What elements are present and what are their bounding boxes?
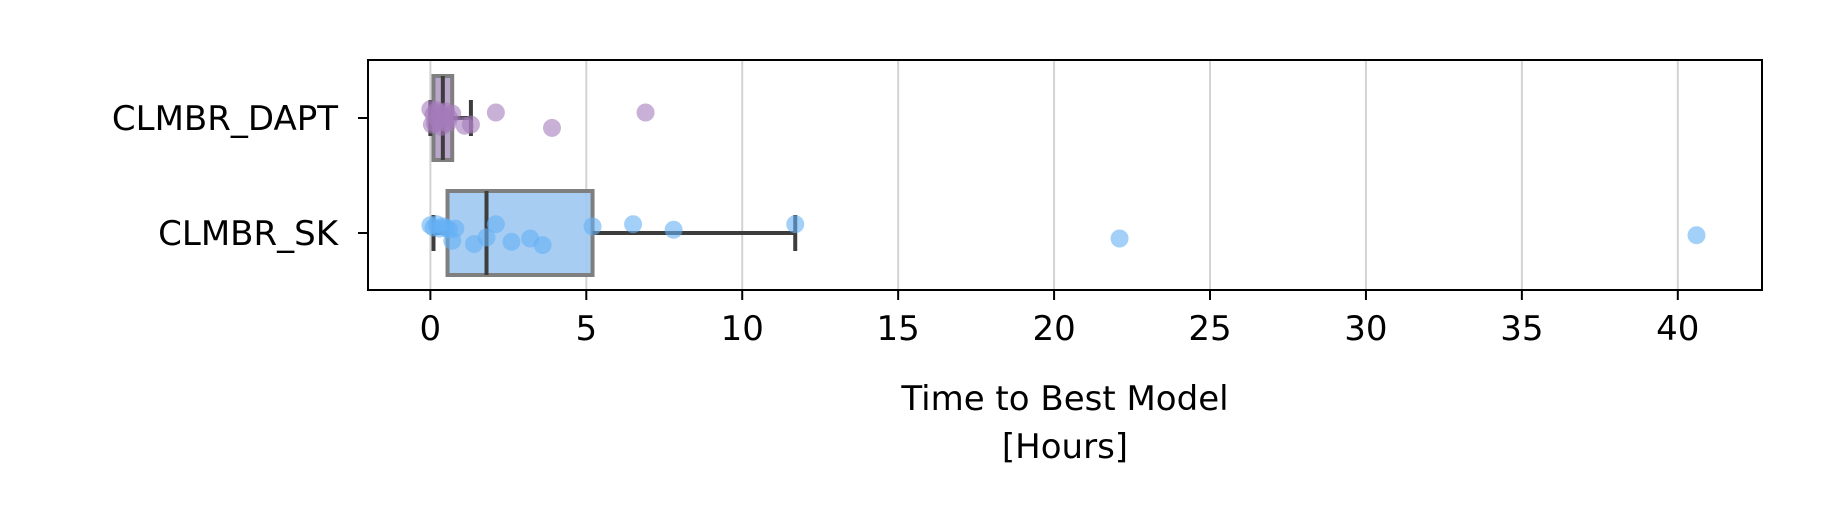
x-axis-title-line: [Hours] xyxy=(1002,427,1128,467)
data-point xyxy=(624,215,643,234)
data-point xyxy=(502,232,521,251)
x-tick-label: 40 xyxy=(1656,309,1699,349)
data-point xyxy=(443,104,462,123)
box-iqr xyxy=(445,189,595,277)
strip-points xyxy=(421,100,1706,255)
x-tick-label: 5 xyxy=(575,309,597,349)
y-tick-label: CLMBR_DAPT xyxy=(112,99,338,139)
data-point xyxy=(1687,226,1706,245)
data-point xyxy=(583,217,602,236)
data-point xyxy=(486,103,505,122)
data-point xyxy=(533,236,552,255)
data-point xyxy=(443,231,462,250)
plot-frame xyxy=(367,59,1763,291)
x-axis-title: Time to Best Model [Hours] xyxy=(900,379,1228,467)
x-tick-label: 10 xyxy=(721,309,764,349)
x-tick-label: 25 xyxy=(1188,309,1231,349)
data-point xyxy=(1110,229,1129,248)
axis-ticks: 0 5 10 15 20 25 30 35 40 CLMBR_DAPT CLMBR_SK xyxy=(112,99,1700,349)
x-axis-title-line: Time to Best Model xyxy=(900,379,1228,419)
x-tick-label: 30 xyxy=(1344,309,1387,349)
data-point xyxy=(664,220,683,239)
data-point xyxy=(477,228,496,247)
x-tick-label: 20 xyxy=(1032,309,1075,349)
x-gridlines xyxy=(429,60,1679,290)
x-tick-label: 35 xyxy=(1500,309,1543,349)
data-point xyxy=(786,215,805,234)
data-point xyxy=(486,215,505,234)
data-point xyxy=(636,103,655,122)
x-tick-label: 0 xyxy=(420,309,442,349)
data-point xyxy=(542,118,561,137)
x-tick-label: 15 xyxy=(877,309,920,349)
y-tick-label: CLMBR_SK xyxy=(158,214,340,254)
data-point xyxy=(461,115,480,134)
